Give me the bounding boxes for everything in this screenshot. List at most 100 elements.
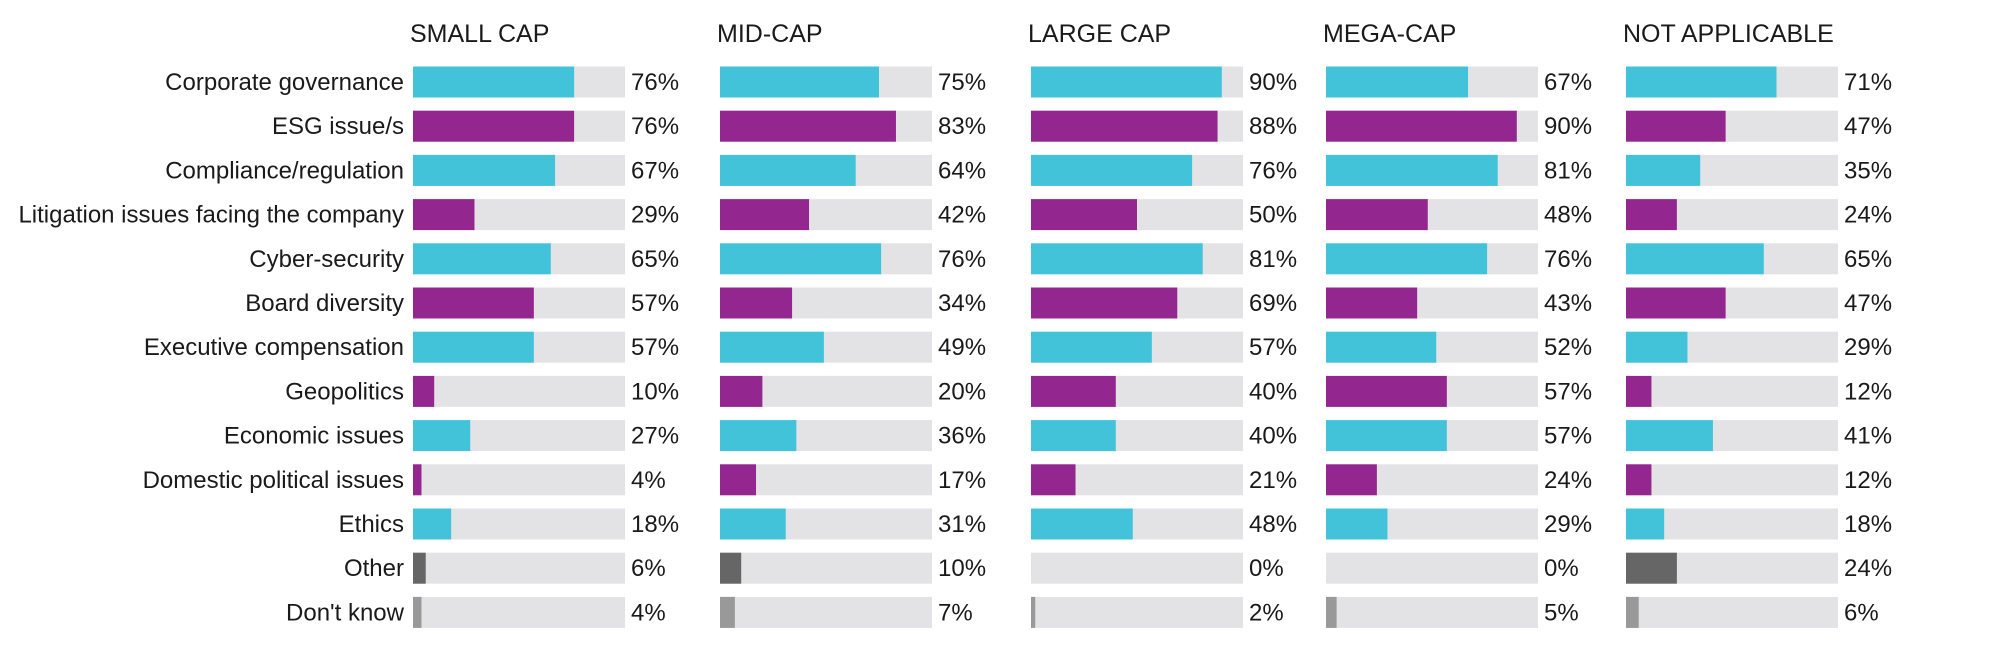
value-label: 2% [1249,599,1284,626]
bar [1326,66,1469,98]
value-label: 18% [1844,511,1892,538]
bar-track [1626,464,1838,496]
category-label: Cyber-security [249,246,404,273]
value-label: 31% [938,511,986,538]
value-label: 90% [1249,69,1297,96]
value-label: 7% [938,599,973,626]
panel-title: SMALL CAP [410,20,549,48]
value-label: 47% [1844,113,1892,140]
bar [1031,596,1036,628]
value-label: 76% [631,113,679,140]
bar [1626,287,1726,319]
value-label: 21% [1249,467,1297,494]
bar-track [413,375,625,407]
bar [413,287,534,319]
value-label: 52% [1544,334,1592,361]
value-label: 12% [1844,467,1892,494]
value-label: 6% [1844,599,1879,626]
bar [720,199,810,231]
value-label: 50% [1249,202,1297,229]
bar-track [1031,596,1243,628]
bar [1326,110,1517,142]
bar [1031,375,1116,407]
value-label: 48% [1249,511,1297,538]
bar [720,243,882,275]
bar [1626,154,1701,186]
value-label: 90% [1544,113,1592,140]
bar [413,199,475,231]
value-label: 27% [631,423,679,450]
value-label: 76% [631,69,679,96]
bar [720,508,786,540]
panel-title: MID-CAP [717,20,823,48]
bar [1326,243,1488,275]
bar-track [1326,596,1538,628]
bar [720,66,879,98]
value-label: 6% [631,555,666,582]
value-label: 40% [1249,423,1297,450]
bar [1031,287,1178,319]
value-label: 57% [631,334,679,361]
bar [1326,375,1447,407]
value-label: 43% [1544,290,1592,317]
bar [1626,375,1652,407]
bar [1326,199,1428,231]
value-label: 5% [1544,599,1579,626]
category-label: Compliance/regulation [165,157,404,184]
bar [720,420,797,452]
panel-title: NOT APPLICABLE [1623,20,1834,48]
bar [1031,331,1152,363]
bar [413,596,422,628]
value-label: 4% [631,467,666,494]
bar-track [413,596,625,628]
category-label: Litigation issues facing the company [18,202,404,229]
bar-track [413,552,625,584]
bar [413,420,471,452]
value-label: 49% [938,334,986,361]
value-label: 42% [938,202,986,229]
bar [413,552,426,584]
value-label: 88% [1249,113,1297,140]
value-label: 57% [631,290,679,317]
value-label: 47% [1844,290,1892,317]
bar [1031,508,1133,540]
value-label: 69% [1249,290,1297,317]
value-label: 48% [1544,202,1592,229]
bar [1626,331,1688,363]
bar [1626,66,1777,98]
value-label: 65% [631,246,679,273]
panel-title: LARGE CAP [1028,20,1171,48]
value-label: 75% [938,69,986,96]
bar [720,110,896,142]
bar [413,154,556,186]
bar [1626,243,1764,275]
bar [1326,508,1388,540]
value-label: 41% [1844,423,1892,450]
category-label: Executive compensation [144,334,404,361]
category-label: Domestic political issues [143,467,404,494]
value-label: 81% [1249,246,1297,273]
value-label: 10% [631,378,679,405]
bar-track [720,596,932,628]
bar [1326,464,1377,496]
value-label: 36% [938,423,986,450]
bar [720,331,824,363]
value-label: 24% [1544,467,1592,494]
bar [413,464,422,496]
bar [720,552,742,584]
category-label: Don't know [286,599,405,626]
bar [413,243,551,275]
bar [1031,110,1218,142]
value-label: 64% [938,157,986,184]
bar [413,110,575,142]
value-label: 29% [1544,511,1592,538]
bar [1031,154,1193,186]
value-label: 67% [1544,69,1592,96]
category-label: Geopolitics [285,378,404,405]
value-label: 29% [1844,334,1892,361]
bar [413,331,534,363]
category-label: Corporate governance [165,69,404,96]
bar-track [413,464,625,496]
bar [1326,420,1447,452]
